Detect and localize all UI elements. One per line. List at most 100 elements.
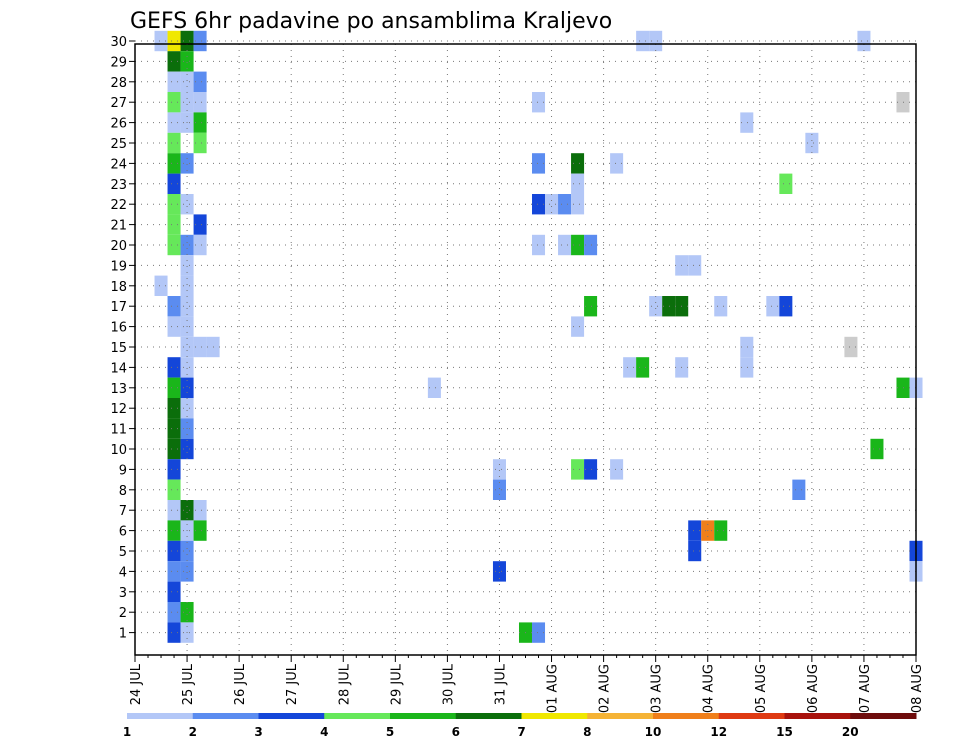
y-tick-label: 14 xyxy=(110,361,127,376)
colorbar-label: 12 xyxy=(710,725,727,739)
heatmap-cell xyxy=(167,540,181,562)
heatmap-cell xyxy=(558,194,572,215)
y-tick-label: 3 xyxy=(119,586,127,601)
heatmap-cell xyxy=(427,377,441,398)
heatmap-cells xyxy=(154,30,923,643)
heatmap-cell xyxy=(180,561,194,582)
grid xyxy=(135,40,916,655)
colorbar-label: 10 xyxy=(645,725,662,739)
heatmap-cell xyxy=(167,622,181,643)
heatmap-cell xyxy=(870,438,884,460)
colorbar-label: 15 xyxy=(776,725,793,739)
heatmap-cell xyxy=(896,377,910,398)
x-tick-label: 04 AUG xyxy=(702,664,717,713)
heatmap-cell xyxy=(180,377,194,398)
heatmap-cell xyxy=(180,500,194,521)
colorbar-label: 3 xyxy=(254,725,262,739)
heatmap-cell xyxy=(180,153,194,174)
heatmap-cell xyxy=(180,357,194,378)
heatmap-cell xyxy=(584,296,598,317)
heatmap-cell xyxy=(896,92,910,113)
heatmap-cell xyxy=(180,71,194,92)
heatmap-cell xyxy=(688,520,702,541)
heatmap-cell xyxy=(571,173,585,194)
heatmap-cell xyxy=(792,479,806,500)
y-axis: 1234567891011121314151617181920212223242… xyxy=(110,35,135,642)
colorbar-label: 20 xyxy=(842,725,859,739)
x-tick-label: 29 JUL xyxy=(389,663,404,705)
heatmap-cell xyxy=(180,30,194,52)
x-tick-label: 26 JUL xyxy=(233,663,248,705)
x-axis: 24 JUL 25 JUL 26 JUL 27 JUL 28 JUL 29 JUL 30 J… xyxy=(129,655,925,713)
heatmap-cell xyxy=(193,92,207,113)
heatmap-cell xyxy=(714,296,728,317)
y-tick-label: 29 xyxy=(110,55,127,70)
y-tick-label: 9 xyxy=(119,463,127,478)
colorbar-swatch xyxy=(258,713,325,719)
heatmap-cell xyxy=(571,316,585,337)
heatmap-cell xyxy=(180,194,194,215)
heatmap-cell xyxy=(714,520,728,541)
y-tick-label: 16 xyxy=(110,321,127,336)
heatmap-cell xyxy=(571,459,585,480)
x-tick-label: 03 AUG xyxy=(650,664,665,713)
heatmap-cell xyxy=(167,132,181,154)
colorbar-swatch xyxy=(390,713,457,719)
heatmap-cell xyxy=(167,602,181,623)
heatmap-cell xyxy=(167,316,181,337)
heatmap-cell xyxy=(180,234,194,256)
heatmap-cell xyxy=(167,479,181,500)
y-tick-label: 20 xyxy=(110,239,127,254)
heatmap-cell xyxy=(636,30,650,52)
heatmap-cell xyxy=(180,602,194,623)
heatmap-cell xyxy=(167,520,181,541)
chart-title: GEFS 6hr padavine po ansamblima Kraljevo xyxy=(130,9,612,34)
colorbar-label: 8 xyxy=(583,725,591,739)
colorbar-swatch xyxy=(653,713,720,719)
heatmap-cell xyxy=(766,296,780,317)
heatmap-cell xyxy=(662,296,676,317)
y-tick-label: 17 xyxy=(110,300,127,315)
colorbar-swatch xyxy=(324,713,391,719)
x-tick-label: 06 AUG xyxy=(806,664,821,713)
x-tick-label: 08 AUG xyxy=(910,664,925,713)
heatmap-cell xyxy=(610,153,624,174)
heatmap-cell xyxy=(193,336,207,358)
heatmap-cell xyxy=(779,296,793,317)
x-tick-label: 07 AUG xyxy=(858,664,873,713)
heatmap-cell xyxy=(180,438,194,460)
heatmap-cell xyxy=(167,296,181,317)
y-tick-label: 30 xyxy=(110,35,127,50)
y-tick-label: 10 xyxy=(110,443,127,458)
heatmap-cell xyxy=(857,30,871,52)
heatmap-cell xyxy=(805,132,819,154)
heatmap-cell xyxy=(167,173,181,194)
colorbar: 1 2 3 4 5 6 7 8 10 12 15 20 xyxy=(123,713,917,739)
heatmap-cell xyxy=(688,540,702,562)
heatmap-cell xyxy=(180,92,194,113)
heatmap-cell xyxy=(584,459,598,480)
x-tick-label: 05 AUG xyxy=(754,664,769,713)
colorbar-swatch xyxy=(521,713,588,719)
heatmap-cell xyxy=(844,336,858,358)
colorbar-label: 2 xyxy=(189,725,197,739)
x-tick-label: 01 AUG xyxy=(546,664,561,713)
heatmap-cell xyxy=(571,234,585,256)
heatmap-cell xyxy=(167,581,181,602)
y-tick-label: 27 xyxy=(110,96,127,111)
y-tick-label: 4 xyxy=(119,565,127,580)
x-tick-label: 28 JUL xyxy=(337,663,352,705)
heatmap-cell xyxy=(571,194,585,215)
heatmap-cell xyxy=(571,153,585,174)
heatmap-cell xyxy=(545,194,559,215)
heatmap-cell xyxy=(532,234,546,256)
heatmap-cell xyxy=(492,459,506,480)
x-tick-label: 25 JUL xyxy=(181,663,196,705)
colorbar-label: 6 xyxy=(452,725,460,739)
y-tick-label: 25 xyxy=(110,137,127,152)
heatmap-cell xyxy=(558,234,572,256)
heatmap-cell xyxy=(649,30,663,52)
x-tick-label: 27 JUL xyxy=(285,663,300,705)
colorbar-swatch xyxy=(718,713,785,719)
heatmap-cell xyxy=(532,92,546,113)
